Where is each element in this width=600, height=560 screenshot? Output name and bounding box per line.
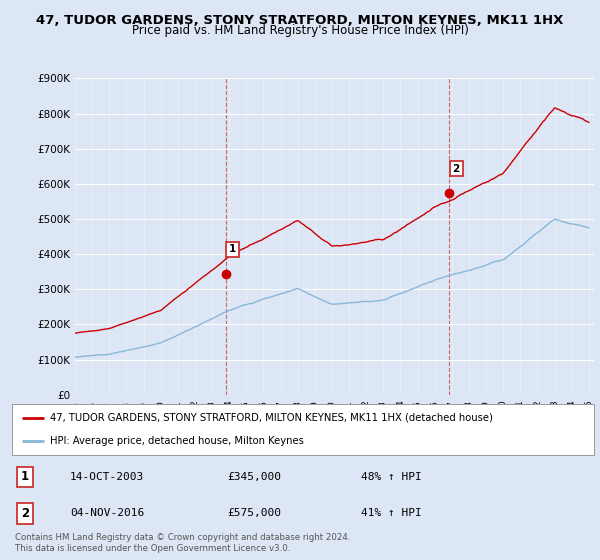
Text: Contains HM Land Registry data © Crown copyright and database right 2024.
This d: Contains HM Land Registry data © Crown c… xyxy=(15,533,350,553)
Text: 48% ↑ HPI: 48% ↑ HPI xyxy=(361,472,422,482)
Text: 41% ↑ HPI: 41% ↑ HPI xyxy=(361,508,422,519)
Text: 1: 1 xyxy=(21,470,29,483)
Text: 1: 1 xyxy=(229,244,236,254)
Text: 2: 2 xyxy=(21,507,29,520)
Text: 14-OCT-2003: 14-OCT-2003 xyxy=(70,472,145,482)
Text: £345,000: £345,000 xyxy=(227,472,281,482)
Text: 2: 2 xyxy=(452,164,460,174)
Text: £575,000: £575,000 xyxy=(227,508,281,519)
Text: Price paid vs. HM Land Registry's House Price Index (HPI): Price paid vs. HM Land Registry's House … xyxy=(131,24,469,37)
Text: 47, TUDOR GARDENS, STONY STRATFORD, MILTON KEYNES, MK11 1HX (detached house): 47, TUDOR GARDENS, STONY STRATFORD, MILT… xyxy=(50,413,493,423)
Text: HPI: Average price, detached house, Milton Keynes: HPI: Average price, detached house, Milt… xyxy=(50,436,304,446)
Text: 47, TUDOR GARDENS, STONY STRATFORD, MILTON KEYNES, MK11 1HX: 47, TUDOR GARDENS, STONY STRATFORD, MILT… xyxy=(37,14,563,27)
Text: 04-NOV-2016: 04-NOV-2016 xyxy=(70,508,145,519)
